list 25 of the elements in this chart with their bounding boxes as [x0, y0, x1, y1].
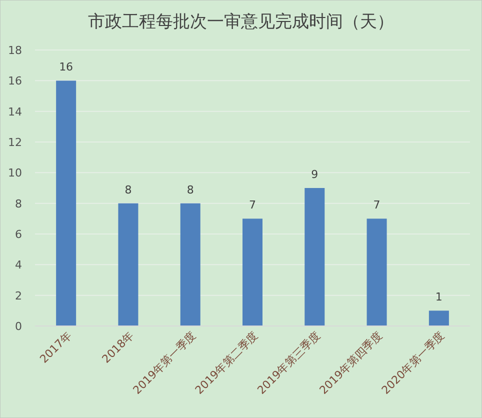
y-tick-label: 4 — [15, 258, 22, 272]
y-tick-label: 14 — [8, 105, 22, 118]
bar — [56, 80, 76, 326]
y-tick-label: 16 — [8, 74, 22, 88]
bar — [118, 203, 138, 326]
chart-title: 市政工程每批次一审意见完成时间（天） — [88, 12, 394, 32]
bar — [366, 218, 387, 326]
y-tick-label: 18 — [8, 44, 22, 57]
data-label: 7 — [249, 198, 256, 212]
bar — [180, 203, 200, 326]
y-tick-label: 10 — [8, 166, 22, 180]
bar — [428, 310, 449, 326]
data-label: 8 — [186, 183, 194, 196]
data-label: 16 — [59, 60, 74, 74]
y-tick-label: 8 — [15, 197, 22, 210]
y-tick-label: 6 — [15, 228, 22, 241]
data-label: 8 — [124, 183, 132, 196]
y-tick-label: 2 — [15, 289, 22, 302]
data-label: 9 — [311, 168, 318, 181]
bar — [242, 218, 262, 326]
bar — [304, 188, 325, 326]
y-tick-label: 12 — [8, 136, 22, 149]
data-label: 7 — [373, 198, 380, 212]
y-tick-label: 0 — [15, 320, 22, 333]
data-label: 1 — [435, 290, 442, 304]
